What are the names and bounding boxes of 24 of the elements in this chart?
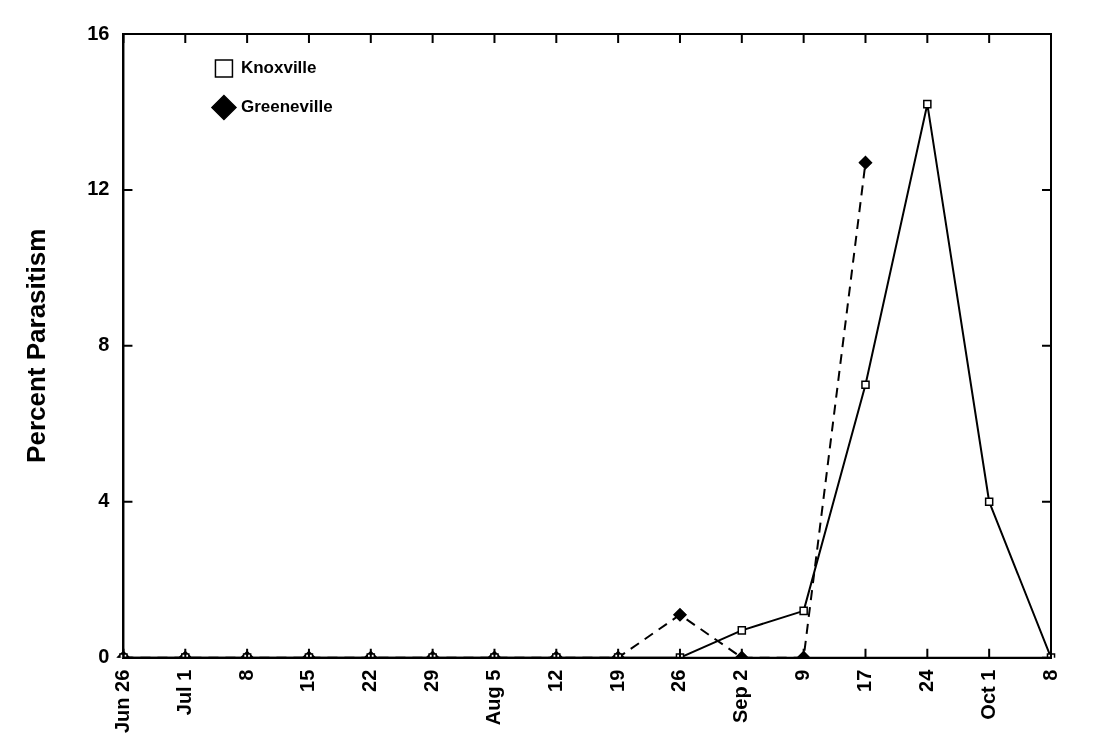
x-tick-label: 19: [605, 669, 628, 692]
y-axis-title: Percent Parasitism: [20, 228, 51, 463]
x-tick-label: 26: [667, 669, 690, 692]
x-tick-label: Aug 5: [481, 669, 504, 726]
x-tick-label: 24: [914, 668, 937, 692]
x-tick-label: Jun 26: [110, 669, 133, 733]
x-tick-label: 8: [234, 669, 257, 681]
legend-label: Knoxville: [240, 58, 317, 78]
y-tick-label: 12: [87, 177, 110, 200]
y-tick-label: 4: [98, 489, 111, 512]
x-tick-label: 15: [296, 669, 319, 692]
x-tick-label: 22: [358, 669, 381, 692]
x-tick-label: 8: [1038, 669, 1061, 681]
legend-label: Greeneville: [240, 97, 333, 117]
x-tick-label: 29: [420, 669, 443, 692]
x-tick-label: Sep 2: [729, 669, 752, 723]
x-tick-label: Oct 1: [976, 669, 999, 720]
x-tick-label: 9: [791, 669, 814, 681]
y-tick-label: 16: [87, 21, 110, 44]
x-tick-label: 17: [853, 669, 875, 692]
x-tick-label: 12: [543, 669, 566, 692]
y-tick-label: 0: [98, 645, 110, 668]
x-tick-label: Jul 1: [172, 669, 195, 716]
y-tick-label: 8: [98, 333, 110, 356]
